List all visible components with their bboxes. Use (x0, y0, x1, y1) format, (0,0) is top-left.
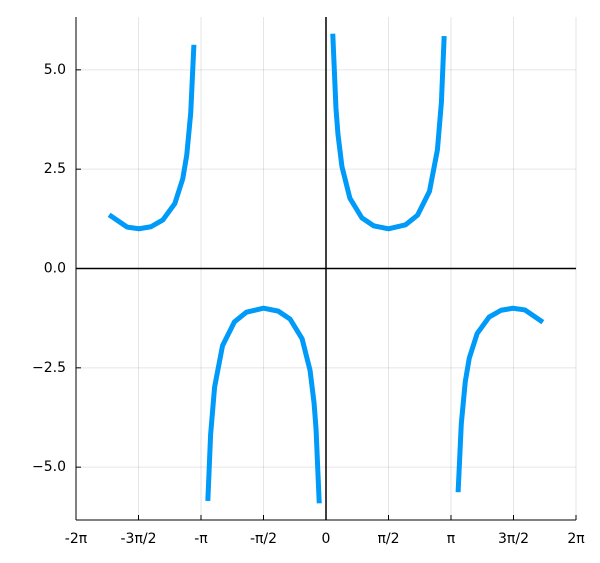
x-tick-label: π (447, 531, 456, 547)
y-tick-label: 0.0 (44, 261, 66, 277)
x-tick-label: 2π (567, 531, 585, 547)
y-tick-label: 5.0 (44, 62, 66, 78)
x-tick-label: -3π/2 (120, 531, 156, 547)
x-tick-label: 3π/2 (498, 531, 529, 547)
x-tick-label: -2π (65, 531, 88, 547)
x-tick-label: π/2 (377, 531, 399, 547)
y-tick-label: −5.0 (32, 459, 66, 475)
x-tick-label: -π/2 (250, 531, 277, 547)
x-tick-label: -π (194, 531, 208, 547)
y-tick-label: 2.5 (44, 161, 66, 177)
x-tick-label: 0 (322, 531, 331, 547)
y-tick-label: −2.5 (32, 360, 66, 376)
data-line (107, 33, 545, 504)
